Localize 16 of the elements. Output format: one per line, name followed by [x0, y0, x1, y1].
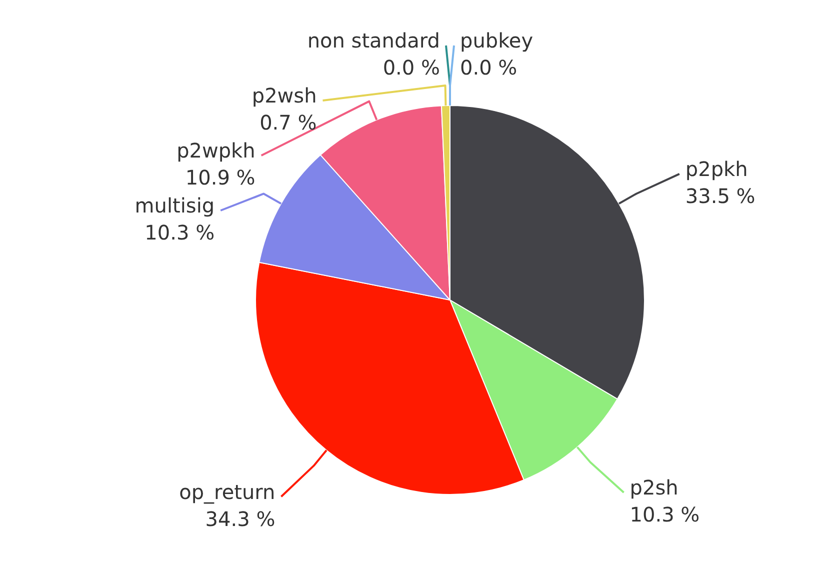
text: 0.0 %: [460, 56, 518, 80]
slice-label: op_return: [179, 480, 276, 504]
data-label: 10.3 %: [630, 502, 700, 527]
data-label: 10.3 %: [144, 220, 215, 245]
slice-label: p2sh: [630, 476, 678, 500]
category-label: pubkey: [460, 28, 534, 53]
slice-label: p2wpkh: [176, 138, 256, 163]
data-label: 10.9 %: [185, 166, 256, 190]
data-label: 34.3 %: [205, 506, 276, 531]
text: 0.0 %: [382, 56, 440, 80]
data-label: 33.5 %: [685, 184, 756, 208]
slice-label: p2wsh: [252, 84, 317, 108]
data-label: 0.7 %: [260, 110, 317, 135]
slice-label: multisig: [134, 194, 215, 218]
slice-label: p2pkh: [685, 157, 748, 182]
category-label: non standard: [307, 28, 440, 53]
